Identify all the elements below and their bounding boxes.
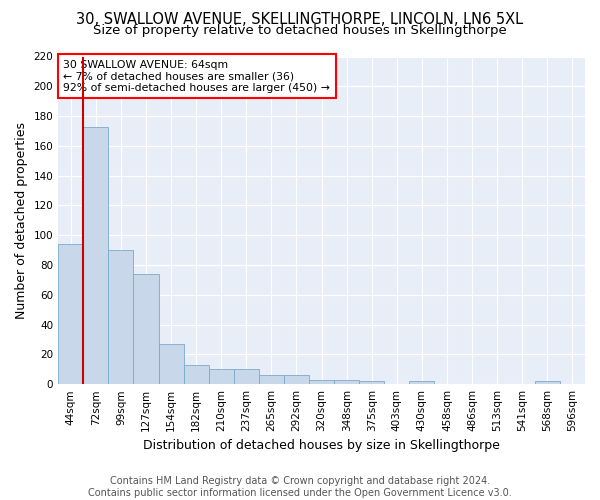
Y-axis label: Number of detached properties: Number of detached properties [15, 122, 28, 319]
Text: 30 SWALLOW AVENUE: 64sqm
← 7% of detached houses are smaller (36)
92% of semi-de: 30 SWALLOW AVENUE: 64sqm ← 7% of detache… [64, 60, 331, 93]
X-axis label: Distribution of detached houses by size in Skellingthorpe: Distribution of detached houses by size … [143, 440, 500, 452]
Bar [409, 381, 434, 384]
Bar [535, 381, 560, 384]
Bar [158, 344, 184, 384]
Bar [334, 380, 359, 384]
Bar [259, 375, 284, 384]
Bar [309, 380, 334, 384]
Bar [284, 375, 309, 384]
Bar [83, 126, 109, 384]
Bar [234, 370, 259, 384]
Text: Size of property relative to detached houses in Skellingthorpe: Size of property relative to detached ho… [93, 24, 507, 37]
Bar [109, 250, 133, 384]
Bar [184, 365, 209, 384]
Text: 30, SWALLOW AVENUE, SKELLINGTHORPE, LINCOLN, LN6 5XL: 30, SWALLOW AVENUE, SKELLINGTHORPE, LINC… [76, 12, 524, 28]
Bar [133, 274, 158, 384]
Bar [209, 370, 234, 384]
Bar [359, 381, 385, 384]
Bar [58, 244, 83, 384]
Text: Contains HM Land Registry data © Crown copyright and database right 2024.
Contai: Contains HM Land Registry data © Crown c… [88, 476, 512, 498]
